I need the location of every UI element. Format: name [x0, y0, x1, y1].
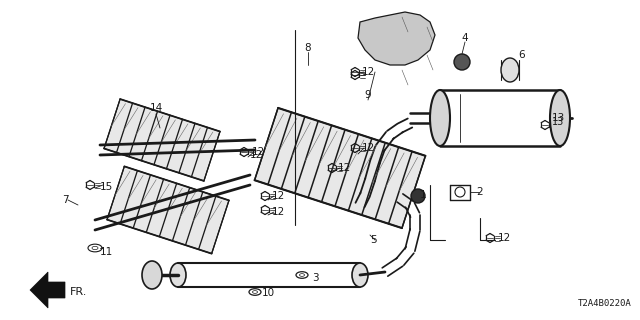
Text: 13: 13: [552, 113, 565, 123]
Polygon shape: [107, 166, 229, 254]
Text: 8: 8: [305, 43, 311, 53]
Text: 9: 9: [365, 90, 371, 100]
Ellipse shape: [411, 189, 425, 203]
Text: 12: 12: [362, 67, 375, 77]
Text: 13: 13: [552, 117, 564, 127]
Ellipse shape: [550, 90, 570, 146]
Polygon shape: [358, 12, 435, 65]
Text: 12: 12: [250, 150, 263, 160]
Text: 12: 12: [252, 147, 265, 157]
Text: 5: 5: [370, 235, 376, 245]
Polygon shape: [104, 99, 220, 181]
Text: 11: 11: [100, 247, 113, 257]
Ellipse shape: [142, 261, 162, 289]
Ellipse shape: [501, 58, 519, 82]
Ellipse shape: [454, 54, 470, 70]
Text: 12: 12: [498, 233, 511, 243]
Text: 2: 2: [476, 187, 483, 197]
Ellipse shape: [300, 274, 305, 276]
Text: 4: 4: [461, 33, 468, 43]
Text: 14: 14: [149, 103, 163, 113]
Ellipse shape: [296, 272, 308, 278]
Ellipse shape: [170, 263, 186, 287]
Ellipse shape: [352, 263, 368, 287]
Text: 7: 7: [62, 195, 68, 205]
Text: 12: 12: [272, 207, 285, 217]
Ellipse shape: [455, 187, 465, 197]
Text: 12: 12: [362, 143, 375, 153]
Ellipse shape: [88, 244, 102, 252]
Ellipse shape: [92, 246, 98, 250]
Text: 15: 15: [100, 182, 113, 192]
Text: 1: 1: [420, 190, 427, 200]
Text: 3: 3: [312, 273, 319, 283]
Text: 6: 6: [518, 50, 525, 60]
Ellipse shape: [430, 90, 450, 146]
Text: T2A4B0220A: T2A4B0220A: [579, 299, 632, 308]
Ellipse shape: [253, 291, 257, 293]
Ellipse shape: [249, 289, 261, 295]
Text: 12: 12: [338, 163, 351, 173]
Polygon shape: [255, 108, 426, 228]
Polygon shape: [30, 272, 65, 308]
Text: 12: 12: [272, 191, 285, 201]
Text: FR.: FR.: [70, 287, 88, 297]
Text: 10: 10: [262, 288, 275, 298]
